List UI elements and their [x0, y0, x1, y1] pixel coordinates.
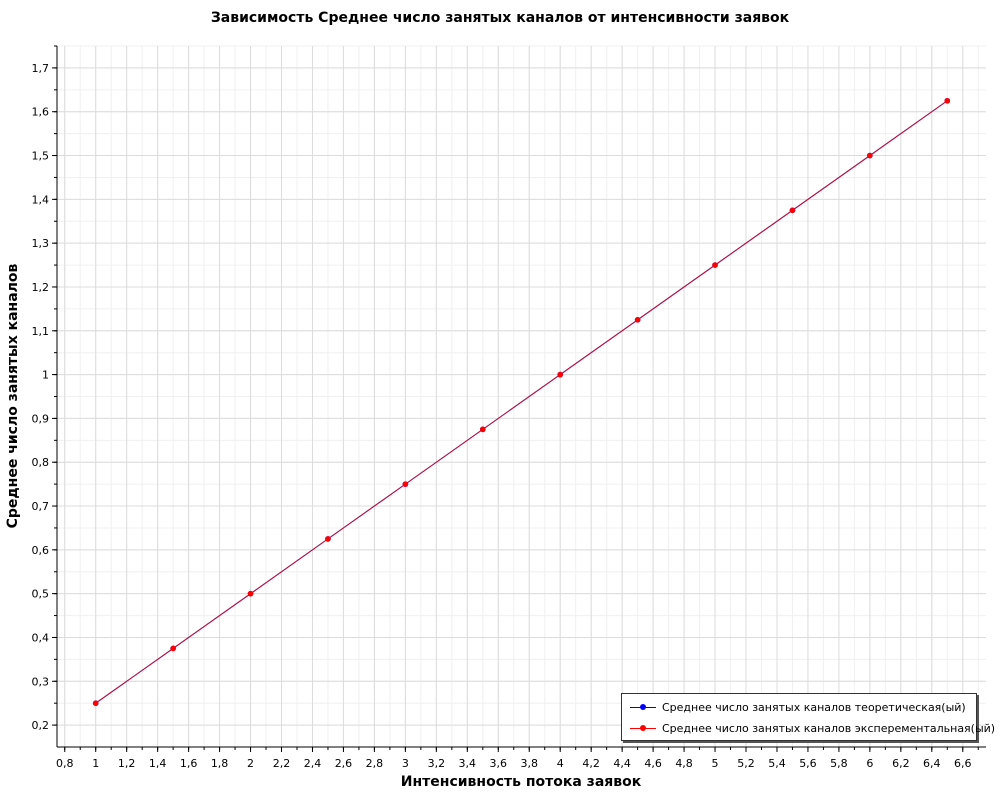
x-tick-label: 5,8 [830, 757, 848, 770]
x-tick-label: 4 [557, 757, 564, 770]
y-tick-label: 0,6 [32, 544, 50, 557]
legend-label-experimental: Среднее число занятых каналов эксперемен… [662, 721, 996, 735]
x-tick-label: 0,8 [56, 757, 74, 770]
data-point-experimental [789, 207, 796, 214]
legend-item-theoretical: Среднее число занятых каналов теоретичес… [630, 698, 966, 716]
legend-label-theoretical: Среднее число занятых каналов теоретичес… [662, 700, 966, 714]
data-point-experimental [867, 152, 873, 159]
x-tick-label: 5,4 [768, 757, 786, 770]
data-point-experimental [247, 590, 254, 597]
x-tick-label: 6,2 [892, 757, 910, 770]
x-tick-label: 2 [247, 757, 254, 770]
x-tick-label: 1,4 [149, 757, 167, 770]
y-tick-labels: 0,2 0,3 0,4 0,5 0,6 0,7 0,8 0,9 1 1,1 1,2 1,3 1,4 1,5… [32, 62, 50, 732]
x-tick-label: 2,2 [273, 757, 291, 770]
y-tick-label: 1,2 [32, 281, 50, 294]
data-point-experimental [712, 262, 718, 268]
x-tick-label: 6 [866, 757, 873, 770]
x-tick-label: 4,4 [613, 757, 631, 770]
legend-swatch-experimental [630, 723, 656, 733]
y-tick-label: 1,3 [32, 237, 50, 250]
series-line-experimental [95, 100, 948, 704]
x-tick-label: 3 [402, 757, 409, 770]
x-tick-label: 1 [92, 757, 99, 770]
x-tick-label: 3,8 [520, 757, 538, 770]
legend: Среднее число занятых каналов теоретичес… [621, 693, 995, 741]
y-tick-label: 1,7 [32, 62, 50, 75]
y-tick-label: 1,6 [32, 106, 50, 119]
y-tick-label: 1,4 [32, 193, 50, 206]
y-tick-label: 0,9 [32, 412, 50, 425]
x-tick-label: 2,6 [335, 757, 353, 770]
y-axis-title: Среднее число занятых каналов [5, 263, 21, 529]
data-point-experimental [92, 700, 99, 706]
y-tick-label: 1,1 [32, 325, 50, 338]
data-point-experimental [325, 536, 331, 542]
x-tick-label: 4,2 [582, 757, 600, 770]
data-point-experimental [479, 426, 486, 433]
x-tick-label: 6,4 [923, 757, 941, 770]
data-point-experimental [944, 97, 951, 104]
series-lines [92, 97, 951, 706]
data-point-experimental [557, 371, 564, 378]
y-tick-label: 0,2 [32, 719, 50, 732]
chart-title: Зависимость Среднее число занятых канало… [210, 10, 790, 26]
x-tick-label: 1,6 [180, 757, 198, 770]
grid-lines [57, 45, 986, 747]
y-tick-label: 0,5 [32, 588, 50, 601]
x-tick-label: 5,6 [799, 757, 817, 770]
x-tick-label: 3,2 [428, 757, 446, 770]
x-tick-labels: 0,8 1 1,2 1,4 1,6 1,8 2 2,2 2,4 2,6 2,8 3 3,2 3,4 3,6 3… [56, 757, 972, 770]
axes [52, 45, 986, 752]
x-tick-label: 5,2 [737, 757, 755, 770]
x-tick-label: 5 [712, 757, 719, 770]
x-tick-label: 4,6 [644, 757, 662, 770]
data-point-experimental [634, 317, 641, 323]
data-point-experimental [402, 481, 409, 487]
y-tick-label: 1,5 [32, 150, 50, 163]
x-tick-label: 3,6 [490, 757, 508, 770]
y-tick-label: 0,8 [32, 456, 50, 469]
x-tick-label: 6,6 [954, 757, 972, 770]
y-tick-label: 0,4 [32, 631, 50, 644]
x-tick-label: 3,4 [459, 757, 477, 770]
legend-item-experimental: Среднее число занятых каналов эксперемен… [630, 719, 995, 737]
y-tick-label: 0,3 [32, 675, 50, 688]
y-tick-label: 0,7 [32, 500, 50, 513]
x-tick-label: 1,8 [211, 757, 229, 770]
legend-swatch-theoretical [630, 702, 656, 712]
x-tick-label: 1,2 [118, 757, 136, 770]
y-tick-label: 1 [42, 369, 49, 382]
x-axis-title: Интенсивность потока заявок [400, 774, 642, 790]
x-tick-label: 2,8 [366, 757, 384, 770]
data-point-experimental [170, 645, 176, 652]
x-tick-label: 4,8 [675, 757, 693, 770]
x-tick-label: 2,4 [304, 757, 322, 770]
